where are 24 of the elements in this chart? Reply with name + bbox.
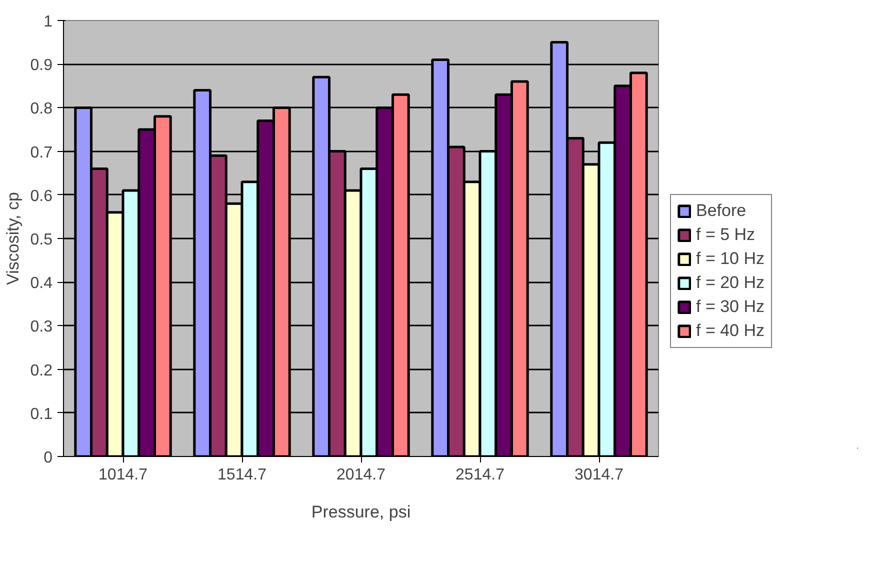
x-tick-label: 2514.7 xyxy=(456,466,505,484)
x-tick-label: 1514.7 xyxy=(218,466,267,484)
y-tick-label: 0 xyxy=(44,450,53,466)
x-tick-label: 3014.7 xyxy=(574,466,624,484)
legend-label: Before xyxy=(696,201,746,221)
y-tick-label: 0.2 xyxy=(30,362,53,380)
y-tick-label: 0.8 xyxy=(30,100,53,118)
y-tick-label: 0.9 xyxy=(30,57,53,74)
x-tick-label: 1014.7 xyxy=(98,466,148,484)
legend-label: f = 30 Hz xyxy=(696,297,765,317)
y-tick-label: 0.7 xyxy=(30,144,53,162)
y-tick-label: 0.5 xyxy=(30,232,53,248)
y-axis-title: Viscosity, cp xyxy=(3,192,22,285)
x-tick-label: 2014.7 xyxy=(336,466,386,484)
legend-label: f = 5 Hz xyxy=(696,225,756,245)
y-tick-label: 1 xyxy=(44,14,53,30)
legend-label: f = 10 Hz xyxy=(696,249,765,269)
y-tick-label: 0.6 xyxy=(30,188,53,205)
legend-label: f = 40 Hz xyxy=(696,321,765,341)
y-tick-label: 0.3 xyxy=(30,318,53,336)
x-axis-title: Pressure, psi xyxy=(311,502,411,522)
y-tick-label: 0.1 xyxy=(30,406,53,423)
y-tick-label: 0.4 xyxy=(30,275,53,292)
legend-label: f = 20 Hz xyxy=(696,273,765,293)
